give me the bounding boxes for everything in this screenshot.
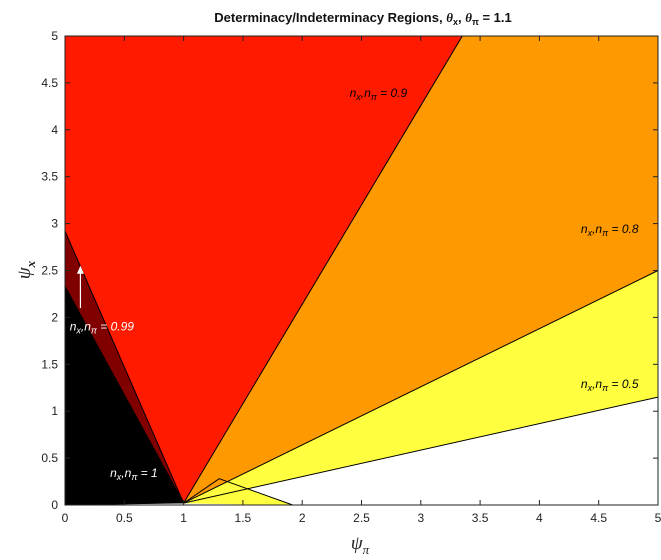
title-sub-pi: π	[472, 17, 479, 27]
x-tick-label: 4.5	[590, 511, 607, 525]
y-tick-label: 3.5	[41, 170, 58, 184]
title-suffix: = 1.1	[479, 10, 512, 25]
title-theta-2: θ	[465, 10, 472, 25]
contour-label-2: nx,nπ = 0.8	[581, 222, 639, 238]
boundary-line-1	[183, 35, 463, 504]
y-tick-label: 3	[51, 217, 58, 231]
x-tick-label: 0.5	[116, 511, 133, 525]
y-tick-label: 0	[51, 498, 58, 512]
x-tick-label: 4	[536, 511, 543, 525]
contour-label-5: nx,nπ = 1	[110, 466, 158, 482]
contour-labels: nx,nπ = 0.9 nx,nπ = 0.8 nx,nπ = 0.5 nx,nπ =…	[70, 86, 639, 482]
title-sep: ,	[458, 10, 465, 25]
boundary-line-6	[183, 478, 293, 506]
x-axis-label-base: ψ	[351, 533, 364, 554]
x-tick-label: 5	[655, 511, 661, 525]
region-boundaries	[64, 35, 659, 506]
y-tick-label: 4	[51, 123, 58, 137]
x-tick-label: 2	[299, 511, 306, 525]
y-axis-label: ψx	[14, 260, 38, 279]
y-axis-label-sub: x	[23, 260, 38, 268]
annotation-arrow	[76, 265, 84, 309]
x-tick-label: 1.5	[235, 511, 252, 525]
boundary-line-2	[183, 270, 659, 504]
x-axis-label: ψπ	[351, 533, 370, 557]
chart-title: Determinacy/Indeterminacy Regions, θx, θ…	[214, 10, 511, 27]
x-tick-label: 2.5	[353, 511, 370, 525]
x-axis-label-sub: π	[363, 542, 370, 557]
y-tick-label: 4.5	[41, 76, 58, 90]
y-tick-label: 5	[51, 29, 58, 43]
boundary-line-3	[183, 396, 659, 504]
title-main: Determinacy/Indeterminacy Regions,	[214, 10, 446, 25]
contour-label-3: nx,nπ = 0.5	[581, 377, 639, 393]
title-theta-1: θ	[446, 10, 453, 25]
x-tick-label: 3	[417, 511, 424, 525]
boundary-line-4	[64, 230, 185, 504]
x-tick-label: 3.5	[472, 511, 489, 525]
y-axis-ticks: 0 0.5 1 1.5 2 2.5 3 3.5 4 4.5 5	[41, 29, 658, 512]
y-tick-label: 0.5	[41, 451, 58, 465]
y-tick-label: 1	[51, 404, 58, 418]
x-tick-label: 1	[180, 511, 187, 525]
boundary-line-5	[64, 286, 185, 504]
contour-label-1: nx,nπ = 0.9	[350, 86, 408, 102]
y-tick-label: 1.5	[41, 357, 58, 371]
y-tick-label: 2	[51, 310, 58, 324]
title-sub-x: x	[453, 17, 458, 27]
x-tick-label: 0	[62, 511, 69, 525]
x-axis-ticks: 0 0.5 1 1.5 2 2.5 3 3.5 4 4.5 5	[62, 36, 661, 525]
y-tick-label: 2.5	[41, 264, 58, 278]
y-axis-label-base: ψ	[14, 266, 35, 279]
arrow-head	[76, 265, 84, 274]
contour-label-4: nx,nπ = 0.99	[70, 320, 135, 336]
